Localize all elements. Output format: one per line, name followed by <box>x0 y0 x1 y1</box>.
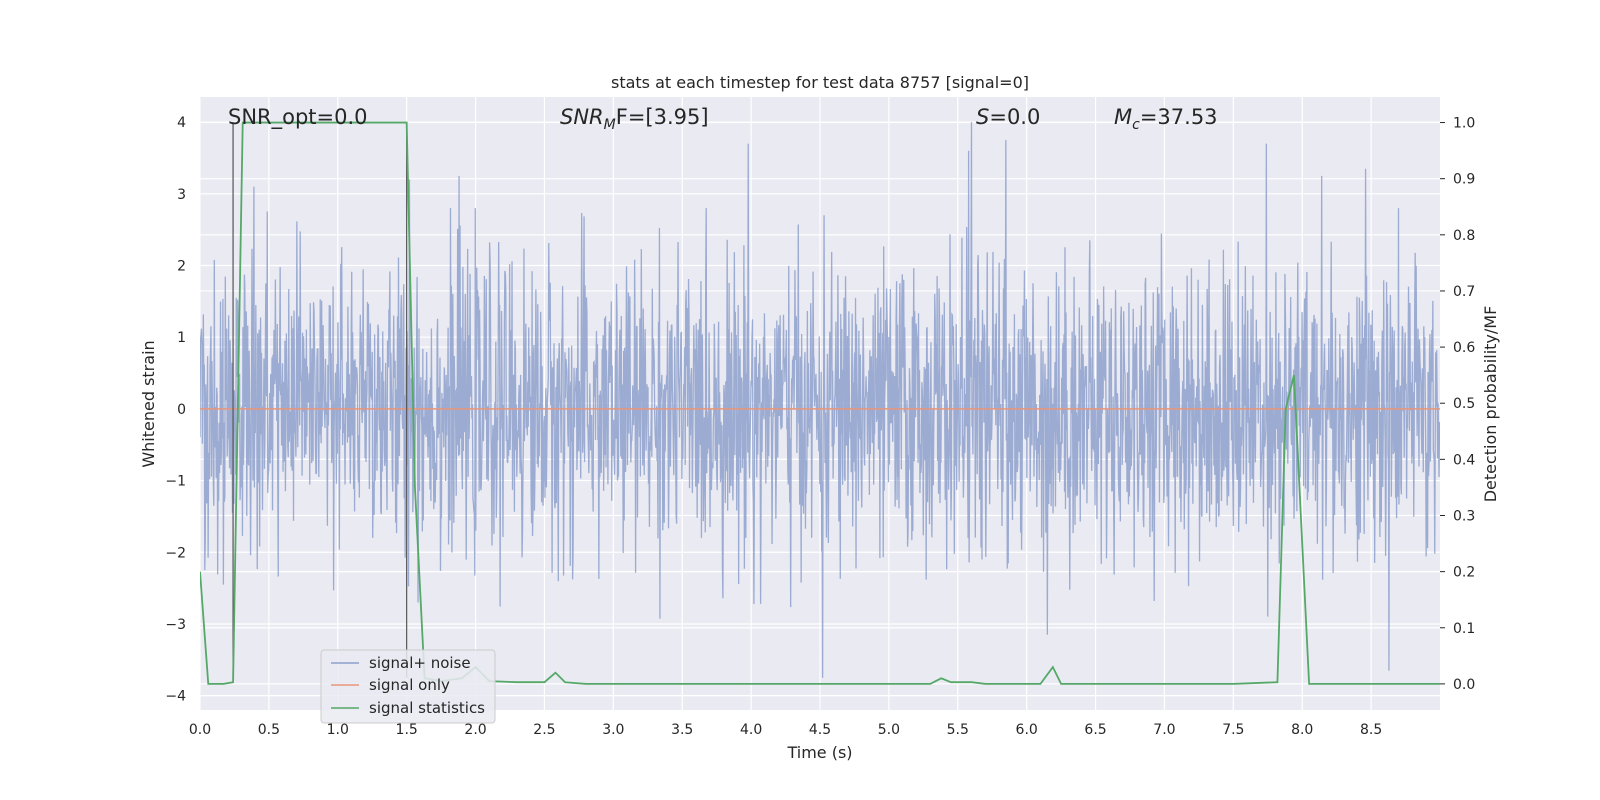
y-right-tick-label: 0.2 <box>1453 565 1475 581</box>
annotation-mc: Mc=37.53 <box>1114 105 1218 133</box>
x-tick-label: 5.0 <box>878 722 900 738</box>
x-tick-label: 7.0 <box>1153 722 1175 738</box>
y-left-tick-label: −3 <box>165 617 186 633</box>
signal-statistics-series-group <box>200 121 1440 685</box>
x-tick-label: 6.5 <box>1084 722 1106 738</box>
x-tick-label: 6.0 <box>1016 722 1038 738</box>
y-left-tick-label: −4 <box>165 689 186 705</box>
annotation-snr-opt: SNR_opt=0.0 <box>228 105 368 130</box>
annotation-snr-mf: SNRMF=[3.95] <box>560 105 709 133</box>
y-left-tick-label: −2 <box>165 545 186 561</box>
x-tick-label: 4.0 <box>740 722 762 738</box>
x-tick-label: 4.5 <box>809 722 831 738</box>
legend-label-signal-noise: signal+ noise <box>369 654 471 672</box>
x-tick-label: 8.0 <box>1291 722 1313 738</box>
tick-labels: 0.0 0.5 1.0 1.5 2.0 2.5 3.0 3.5 4.0 4.5 5.0 5.5 6.0 6… <box>165 115 1475 738</box>
y-left-tick-label: 2 <box>177 258 186 274</box>
y-right-tick-label: 0.6 <box>1453 340 1475 356</box>
x-axis-label: Time (s) <box>786 743 852 762</box>
x-tick-label: 8.5 <box>1360 722 1382 738</box>
legend-label-signal-only: signal only <box>369 676 450 694</box>
legend-label-signal-statistics: signal statistics <box>369 699 485 717</box>
legend: signal+ noise signal only signal statist… <box>320 649 496 724</box>
x-tick-label: 3.0 <box>602 722 624 738</box>
y-right-tick-label: 0.8 <box>1453 228 1475 244</box>
y-right-tick-label: 1.0 <box>1453 116 1475 132</box>
y-axis-label-left: Whitened strain <box>139 340 158 467</box>
y-right-tick-label: 0.5 <box>1453 396 1475 412</box>
y-right-tick-label: 0.4 <box>1453 452 1475 468</box>
y-left-tick-label: −1 <box>165 474 186 490</box>
x-tick-label: 5.5 <box>947 722 969 738</box>
y-left-tick-label: 0 <box>177 402 186 418</box>
x-tick-label: 7.5 <box>1222 722 1244 738</box>
chart-title: stats at each timestep for test data 875… <box>611 73 1029 92</box>
series-signal-statistics <box>200 121 1440 685</box>
x-tick-label: 2.5 <box>533 722 555 738</box>
y-right-tick-label: 0.9 <box>1453 172 1475 188</box>
data-area <box>200 121 1440 685</box>
x-tick-label: 0.5 <box>258 722 280 738</box>
y-left-tick-label: 4 <box>177 115 186 131</box>
x-tick-label: 2.0 <box>464 722 486 738</box>
x-tick-label: 0.0 <box>189 722 211 738</box>
y-left-tick-label: 1 <box>177 330 186 346</box>
y-right-tick-label: 0.7 <box>1453 284 1475 300</box>
x-tick-label: 3.5 <box>671 722 693 738</box>
legend-box <box>320 649 496 724</box>
y-right-tick-label: 0.0 <box>1453 677 1475 693</box>
x-tick-label: 1.0 <box>327 722 349 738</box>
annotation-s: S=0.0 <box>976 105 1040 129</box>
x-tick-label: 1.5 <box>396 722 418 738</box>
y-right-tick-label: 0.3 <box>1453 508 1475 524</box>
y-axis-label-right: Detection probability/MF <box>1481 306 1500 503</box>
y-left-tick-label: 3 <box>177 187 186 203</box>
vline-group <box>232 122 408 678</box>
y-right-tick-label: 0.1 <box>1453 621 1475 637</box>
